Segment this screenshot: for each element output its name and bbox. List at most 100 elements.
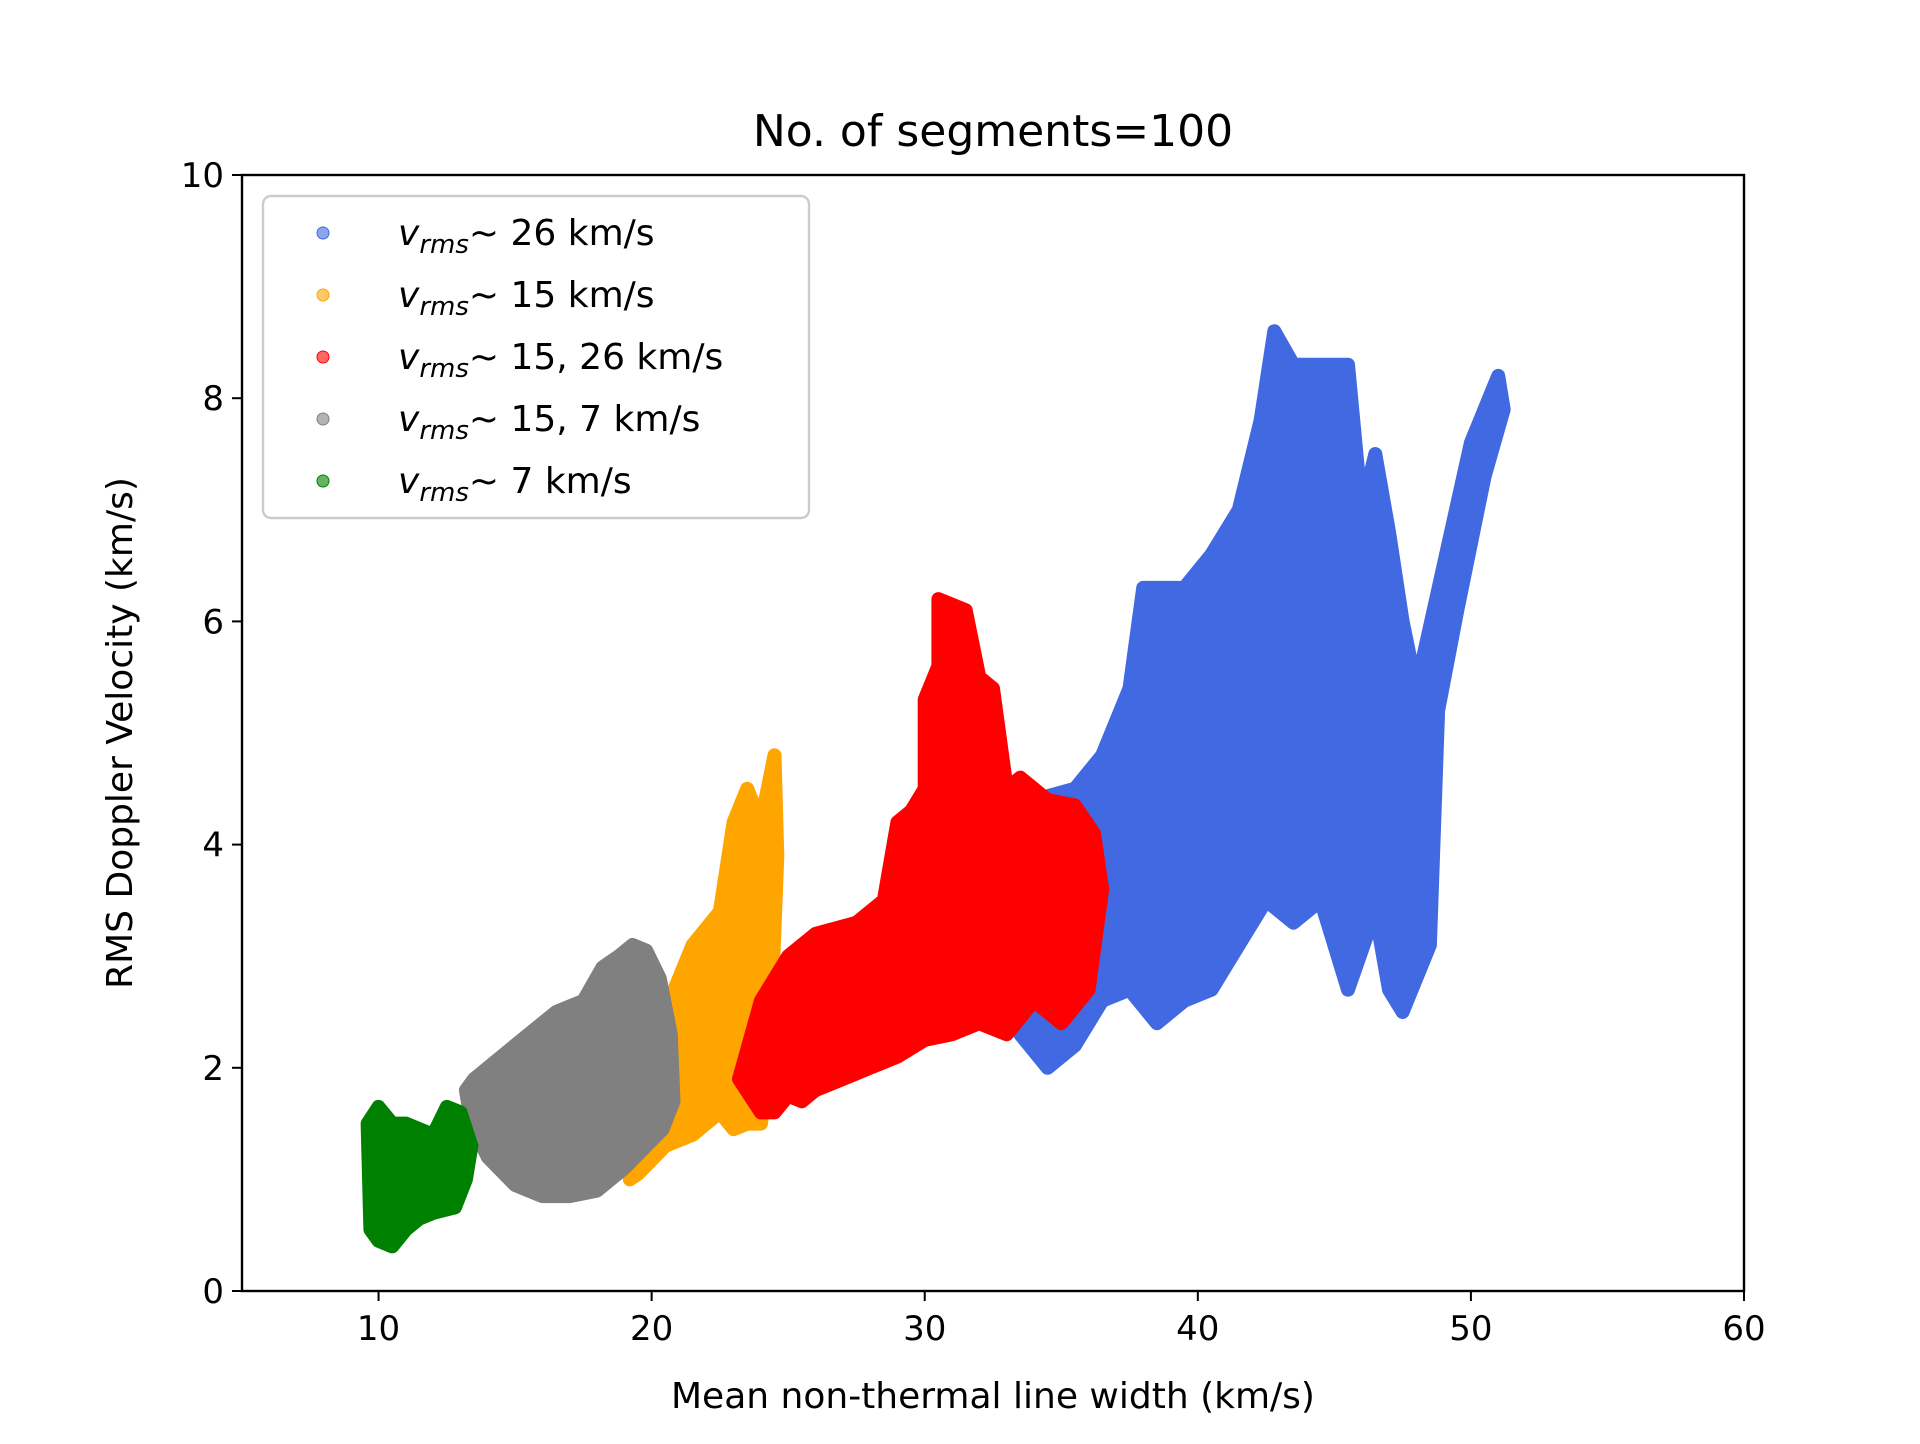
series-3-point (1041, 794, 1054, 806)
series-3-point (1000, 782, 1013, 795)
series-2-point (659, 1139, 672, 1152)
series-4-point (596, 961, 609, 974)
series-3-point (733, 1073, 745, 1085)
series-4-point (591, 1184, 603, 1197)
series-3-point (905, 805, 918, 818)
series-3-point (782, 950, 795, 963)
series-3-point (877, 894, 890, 907)
series-1-point (1068, 782, 1081, 795)
series-1-point (1205, 983, 1218, 996)
series-5-point (459, 1173, 472, 1186)
series-4-point (536, 1190, 549, 1203)
y-tick-label: 2 (202, 1049, 224, 1089)
series-5-point (440, 1100, 453, 1113)
series-1-point (1423, 939, 1436, 951)
series-1-point (1287, 358, 1300, 371)
legend-marker-2 (316, 288, 330, 302)
series-4-point (626, 939, 639, 951)
x-tick-label: 20 (630, 1309, 673, 1349)
series-4-point (563, 1190, 576, 1203)
series-4-point (640, 1139, 653, 1152)
series-5-point (372, 1234, 385, 1247)
series-5-point (449, 1201, 461, 1214)
series-1-point (1369, 448, 1382, 460)
series-3-point (864, 1061, 877, 1074)
series-1-point (1268, 325, 1281, 338)
series-1-point (1383, 526, 1395, 539)
series-1-point (1432, 704, 1445, 717)
series-1-point (1342, 983, 1354, 996)
series-1-point (1150, 1017, 1163, 1030)
series-4-point (653, 972, 666, 985)
series-4-point (522, 1028, 535, 1041)
y-tick-label: 0 (202, 1272, 224, 1312)
series-1-point (1478, 470, 1491, 483)
series-5-point (399, 1223, 412, 1236)
series-3-point (987, 682, 999, 695)
series-1-point (1123, 682, 1136, 695)
series-1-point (1355, 503, 1368, 516)
legend-label-2: vrms~ 15 km/s (398, 275, 655, 322)
x-tick-label: 10 (357, 1309, 400, 1349)
series-4-point (481, 1151, 494, 1164)
series-1-point (1497, 403, 1510, 416)
legend-label-5: vrms~ 7 km/s (398, 461, 632, 508)
y-axis-ticks: 0 2 4 6 8 10 (181, 156, 242, 1312)
series-3-point (1068, 799, 1081, 812)
series-1-point (1232, 939, 1245, 951)
series-4-point (618, 1162, 631, 1175)
series-4-point (656, 1123, 669, 1136)
series-2-point (771, 849, 784, 862)
x-tick-label: 50 (1449, 1309, 1492, 1349)
series-1-point (1041, 1061, 1054, 1074)
y-tick-label: 4 (202, 826, 224, 866)
series-4-point (640, 944, 653, 957)
series-3-point (946, 1028, 958, 1041)
series-5-point (465, 1139, 478, 1152)
series-1-point (1314, 894, 1327, 907)
series-3-point (809, 1084, 822, 1097)
series-3-point (891, 816, 904, 829)
series-2-point (741, 1117, 754, 1130)
series-2-point (713, 1106, 726, 1119)
series-3-point (918, 1033, 931, 1046)
x-axis-ticks: 10 20 30 40 50 60 (357, 1291, 1766, 1349)
series-3-point (754, 1106, 767, 1119)
legend-marker-5 (316, 474, 330, 488)
series-4-point (664, 1028, 677, 1041)
series-5-point (364, 1223, 377, 1236)
y-tick-label: 10 (181, 156, 224, 196)
series-2-point (754, 1117, 767, 1130)
series-3-point (1028, 994, 1040, 1007)
series-5-point (413, 1212, 426, 1225)
series-3-point (891, 1050, 904, 1063)
legend-label-4: vrms~ 15, 7 km/s (398, 399, 700, 446)
series-1-point (1096, 994, 1109, 1007)
series-3-point (1082, 983, 1095, 996)
series-1-point (1314, 358, 1327, 371)
series-3-point (850, 916, 863, 929)
plot-frame (240, 173, 1746, 1293)
series-2-point (754, 816, 767, 829)
y-tick-label: 6 (202, 602, 224, 642)
series-1-point (1205, 548, 1218, 561)
series-1-point (1178, 994, 1191, 1007)
series-1-point (1342, 358, 1354, 371)
series-3-point (1014, 771, 1027, 784)
series-1-point (1068, 1039, 1081, 1052)
series-3-point (959, 604, 972, 617)
series-5-point (386, 1240, 399, 1253)
series-3-point (1088, 827, 1100, 840)
series-5-point (372, 1100, 385, 1113)
series-1-point (1287, 916, 1300, 929)
series-4-point (495, 1050, 508, 1063)
series-4-point (612, 950, 625, 963)
series-3-point (1000, 1028, 1013, 1041)
y-tick-label: 8 (202, 379, 224, 419)
series-3-point (809, 927, 822, 940)
legend-marker-1 (316, 226, 330, 240)
series-3-point (836, 1073, 849, 1085)
legend-box (261, 194, 811, 520)
series-1-point (1492, 369, 1505, 382)
